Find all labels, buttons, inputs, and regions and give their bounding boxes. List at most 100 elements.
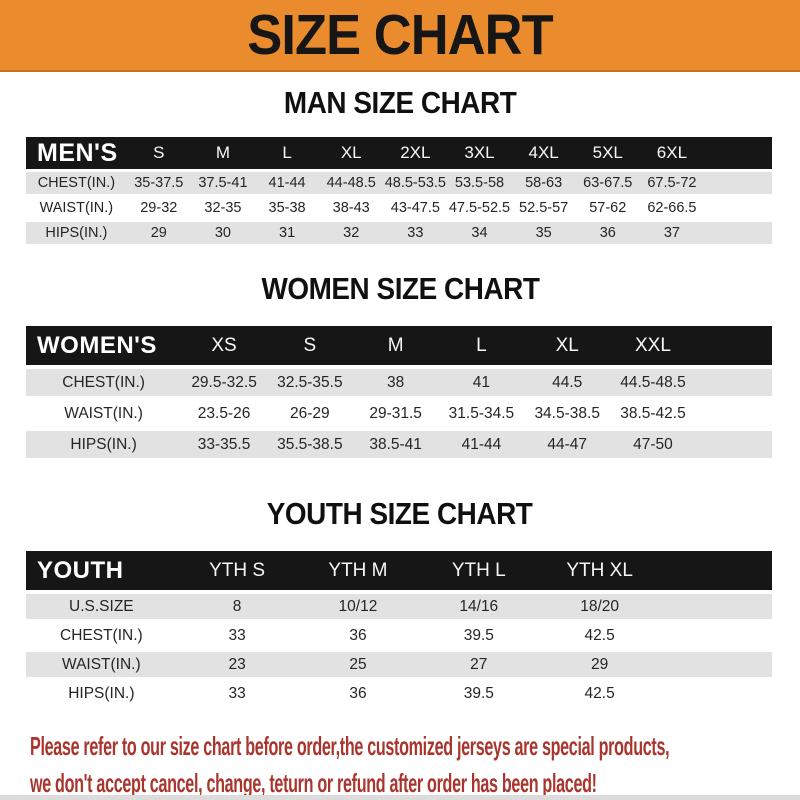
mens-cell: 52.5-57: [511, 197, 576, 219]
mens-table-label: MEN'S: [26, 137, 127, 169]
womens-row-label: CHEST(IN.): [26, 369, 182, 396]
womens-column-header-3: M: [352, 326, 439, 365]
banner-title: SIZE CHART: [247, 3, 553, 67]
mens-column-header-2: M: [190, 137, 255, 169]
women-size-table-container: WOMEN'S XS S M L XL XXL CHEST(IN.) 29.5-32.5 32.5…: [26, 322, 772, 462]
mens-row-waistin: WAIST(IN.) 29-32 32-35 35-38 38-43 43-47.5 47.…: [26, 197, 772, 219]
youth-header-row: YOUTH YTH S YTH M YTH L YTH XL: [26, 551, 772, 590]
mens-cell: 43-47.5: [383, 197, 448, 219]
mens-cell: 34: [447, 222, 512, 244]
mens-cell: 30: [190, 222, 255, 244]
women-section-heading-text: WOMEN SIZE CHART: [261, 271, 539, 306]
womens-cell: 44-47: [524, 431, 611, 458]
mens-column-header-6: 3XL: [447, 137, 512, 169]
youth-cell: 25: [297, 652, 419, 677]
mens-column-header-7: 4XL: [511, 137, 576, 169]
womens-cell: 31.5-34.5: [438, 400, 525, 427]
womens-column-header-1: XS: [181, 326, 267, 365]
womens-row-hipsin: HIPS(IN.) 33-35.5 35.5-38.5 38.5-41 41-44 44-…: [26, 431, 772, 458]
youth-row-waistin: WAIST(IN.) 23 25 27 29: [26, 652, 772, 677]
mens-row-spacer: [703, 197, 772, 219]
youth-cell: 14/16: [418, 594, 540, 619]
womens-cell: 23.5-26: [181, 400, 267, 427]
mens-row-chestin: CHEST(IN.) 35-37.5 37.5-41 41-44 44-48.5 48.5…: [26, 172, 772, 194]
mens-column-header-9: 6XL: [639, 137, 704, 169]
footer-line-2-text: we don't accept cancel, change, teturn o…: [30, 768, 597, 798]
mens-row-hipsin: HIPS(IN.) 29 30 31 32 33 34 35 36 37: [26, 222, 772, 244]
youth-cell: 42.5: [539, 623, 661, 648]
womens-cell: 38.5-42.5: [610, 400, 696, 427]
youth-header-spacer: [660, 551, 772, 590]
womens-column-header-6: XXL: [610, 326, 696, 365]
womens-cell: 32.5-35.5: [266, 369, 353, 396]
youth-cell: 36: [297, 681, 419, 706]
mens-cell: 32-35: [190, 197, 255, 219]
footer-line-1-text: Please refer to our size chart before or…: [30, 731, 670, 761]
mens-cell: 35: [511, 222, 576, 244]
mens-row-label: WAIST(IN.): [26, 197, 127, 219]
mens-cell: 67.5-72: [639, 172, 704, 194]
youth-row-label: CHEST(IN.): [26, 623, 177, 648]
youth-column-header-4: YTH XL: [539, 551, 661, 590]
footer-line-2: we don't accept cancel, change, teturn o…: [30, 767, 800, 800]
youth-size-table-container: YOUTH YTH S YTH M YTH L YTH XL U.S.SIZE 8 10/12…: [26, 547, 772, 710]
womens-cell: 44.5-48.5: [610, 369, 696, 396]
womens-cell: 38: [352, 369, 439, 396]
mens-column-header-3: L: [255, 137, 320, 169]
womens-cell: 29.5-32.5: [181, 369, 267, 396]
mens-cell: 29: [126, 222, 191, 244]
mens-cell: 63-67.5: [575, 172, 640, 194]
youth-row-spacer: [660, 681, 772, 706]
men-size-table-container: MEN'S S M L XL 2XL 3XL 4XL 5XL 6XL CHEST(IN.) 35-37…: [26, 134, 772, 247]
mens-row-label: CHEST(IN.): [26, 172, 127, 194]
mens-cell: 35-37.5: [126, 172, 191, 194]
youth-cell: 27: [418, 652, 540, 677]
youth-cell: 42.5: [539, 681, 661, 706]
womens-cell: 47-50: [610, 431, 696, 458]
mens-cell: 48.5-53.5: [383, 172, 448, 194]
youth-cell: 29: [539, 652, 661, 677]
womens-column-header-2: S: [266, 326, 353, 365]
womens-cell: 35.5-38.5: [266, 431, 353, 458]
youth-cell: 33: [176, 681, 298, 706]
mens-size-table: MEN'S S M L XL 2XL 3XL 4XL 5XL 6XL CHEST(IN.) 35-37…: [26, 134, 772, 247]
mens-row-label: HIPS(IN.): [26, 222, 127, 244]
youth-column-header-3: YTH L: [418, 551, 540, 590]
mens-cell: 53.5-58: [447, 172, 512, 194]
youth-row-label: U.S.SIZE: [26, 594, 177, 619]
youth-row-label: HIPS(IN.): [26, 681, 177, 706]
womens-column-header-4: L: [438, 326, 525, 365]
mens-row-spacer: [703, 172, 772, 194]
womens-row-label: HIPS(IN.): [26, 431, 182, 458]
youth-column-header-1: YTH S: [176, 551, 298, 590]
mens-column-header-5: 2XL: [383, 137, 448, 169]
mens-cell: 37.5-41: [190, 172, 255, 194]
youth-cell: 23: [176, 652, 298, 677]
footer-note: Please refer to our size chart before or…: [30, 730, 800, 800]
mens-cell: 29-32: [126, 197, 191, 219]
mens-header-row: MEN'S S M L XL 2XL 3XL 4XL 5XL 6XL: [26, 137, 772, 169]
women-section-heading: WOMEN SIZE CHART: [0, 271, 800, 310]
womens-cell: 26-29: [266, 400, 353, 427]
mens-cell: 44-48.5: [319, 172, 384, 194]
mens-cell: 36: [575, 222, 640, 244]
womens-row-spacer: [695, 369, 772, 396]
womens-cell: 38.5-41: [352, 431, 439, 458]
youth-cell: 10/12: [297, 594, 419, 619]
men-section-heading: MAN SIZE CHART: [0, 86, 800, 123]
youth-section-heading: YOUTH SIZE CHART: [0, 496, 800, 535]
womens-row-chestin: CHEST(IN.) 29.5-32.5 32.5-35.5 38 41 44.5 44.5…: [26, 369, 772, 396]
mens-cell: 62-66.5: [639, 197, 704, 219]
men-section-heading-text: MAN SIZE CHART: [283, 85, 517, 120]
womens-header-spacer: [695, 326, 772, 365]
womens-column-header-5: XL: [524, 326, 611, 365]
mens-cell: 33: [383, 222, 448, 244]
womens-row-spacer: [695, 431, 772, 458]
mens-column-header-4: XL: [319, 137, 384, 169]
womens-table-label: WOMEN'S: [26, 326, 182, 365]
womens-cell: 33-35.5: [181, 431, 267, 458]
youth-row-chestin: CHEST(IN.) 33 36 39.5 42.5: [26, 623, 772, 648]
mens-column-header-1: S: [126, 137, 191, 169]
mens-cell: 38-43: [319, 197, 384, 219]
youth-section-heading-text: YOUTH SIZE CHART: [267, 496, 533, 531]
